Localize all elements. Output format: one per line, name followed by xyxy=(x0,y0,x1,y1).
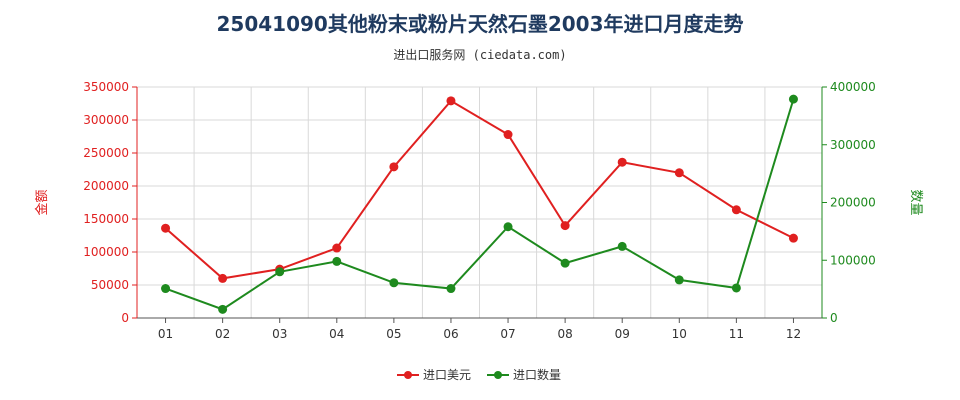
right-tick-label: 100000 xyxy=(830,253,876,267)
left-tick-label: 350000 xyxy=(83,80,129,94)
data-point xyxy=(731,205,741,215)
data-point xyxy=(788,94,798,104)
data-point xyxy=(161,284,171,294)
left-tick-label: 0 xyxy=(121,311,129,325)
data-point xyxy=(161,223,171,233)
legend-marker xyxy=(404,371,412,379)
right-tick-label: 0 xyxy=(830,311,838,325)
data-point xyxy=(275,267,285,277)
left-tick-label: 150000 xyxy=(83,212,129,226)
legend-label: 进口数量 xyxy=(513,367,561,382)
left-tick-label: 200000 xyxy=(83,179,129,193)
data-point xyxy=(332,256,342,266)
data-point xyxy=(674,168,684,178)
legend-label: 进口美元 xyxy=(423,368,471,382)
data-point xyxy=(503,222,513,232)
left-tick-label: 300000 xyxy=(83,113,129,127)
left-tick-label: 100000 xyxy=(83,245,129,259)
left-tick-label: 50000 xyxy=(91,278,129,292)
data-point xyxy=(560,221,570,231)
data-point xyxy=(731,283,741,293)
chart-title: 25041090其他粉末或粉片天然石墨2003年进口月度走势 xyxy=(216,12,744,36)
legend-marker xyxy=(494,371,502,379)
x-tick-label: 01 xyxy=(158,327,173,341)
series-line xyxy=(165,98,795,311)
x-tick-label: 06 xyxy=(443,327,458,341)
x-tick-label: 02 xyxy=(215,327,230,341)
data-point xyxy=(389,162,399,172)
data-point xyxy=(389,278,399,288)
data-point xyxy=(218,304,228,314)
data-point xyxy=(446,96,456,106)
x-tick-label: 05 xyxy=(386,327,401,341)
x-tick-label: 08 xyxy=(557,327,572,341)
left-axis-title: 金额 xyxy=(34,189,50,215)
data-point xyxy=(617,157,627,167)
x-tick-label: 07 xyxy=(500,327,515,341)
x-tick-label: 04 xyxy=(329,327,344,341)
x-tick-label: 12 xyxy=(786,327,801,341)
right-axis-title: 数量 xyxy=(908,189,923,215)
series-line xyxy=(164,99,794,280)
data-point xyxy=(560,258,570,268)
x-tick-label: 10 xyxy=(672,327,687,341)
data-point xyxy=(332,243,342,253)
right-tick-label: 400000 xyxy=(830,80,876,94)
x-tick-label: 11 xyxy=(729,327,744,341)
data-point xyxy=(788,233,798,243)
data-point xyxy=(617,241,627,251)
x-tick-label: 03 xyxy=(272,327,287,341)
x-tick-label: 09 xyxy=(615,327,630,341)
data-point xyxy=(674,275,684,285)
data-point xyxy=(446,284,456,294)
right-tick-label: 200000 xyxy=(830,196,876,210)
right-tick-label: 300000 xyxy=(830,138,876,152)
left-tick-label: 250000 xyxy=(83,146,129,160)
data-point xyxy=(503,130,513,140)
chart-subtitle: 进出口服务网 (ciedata.com) xyxy=(393,48,567,62)
data-point xyxy=(218,273,228,283)
